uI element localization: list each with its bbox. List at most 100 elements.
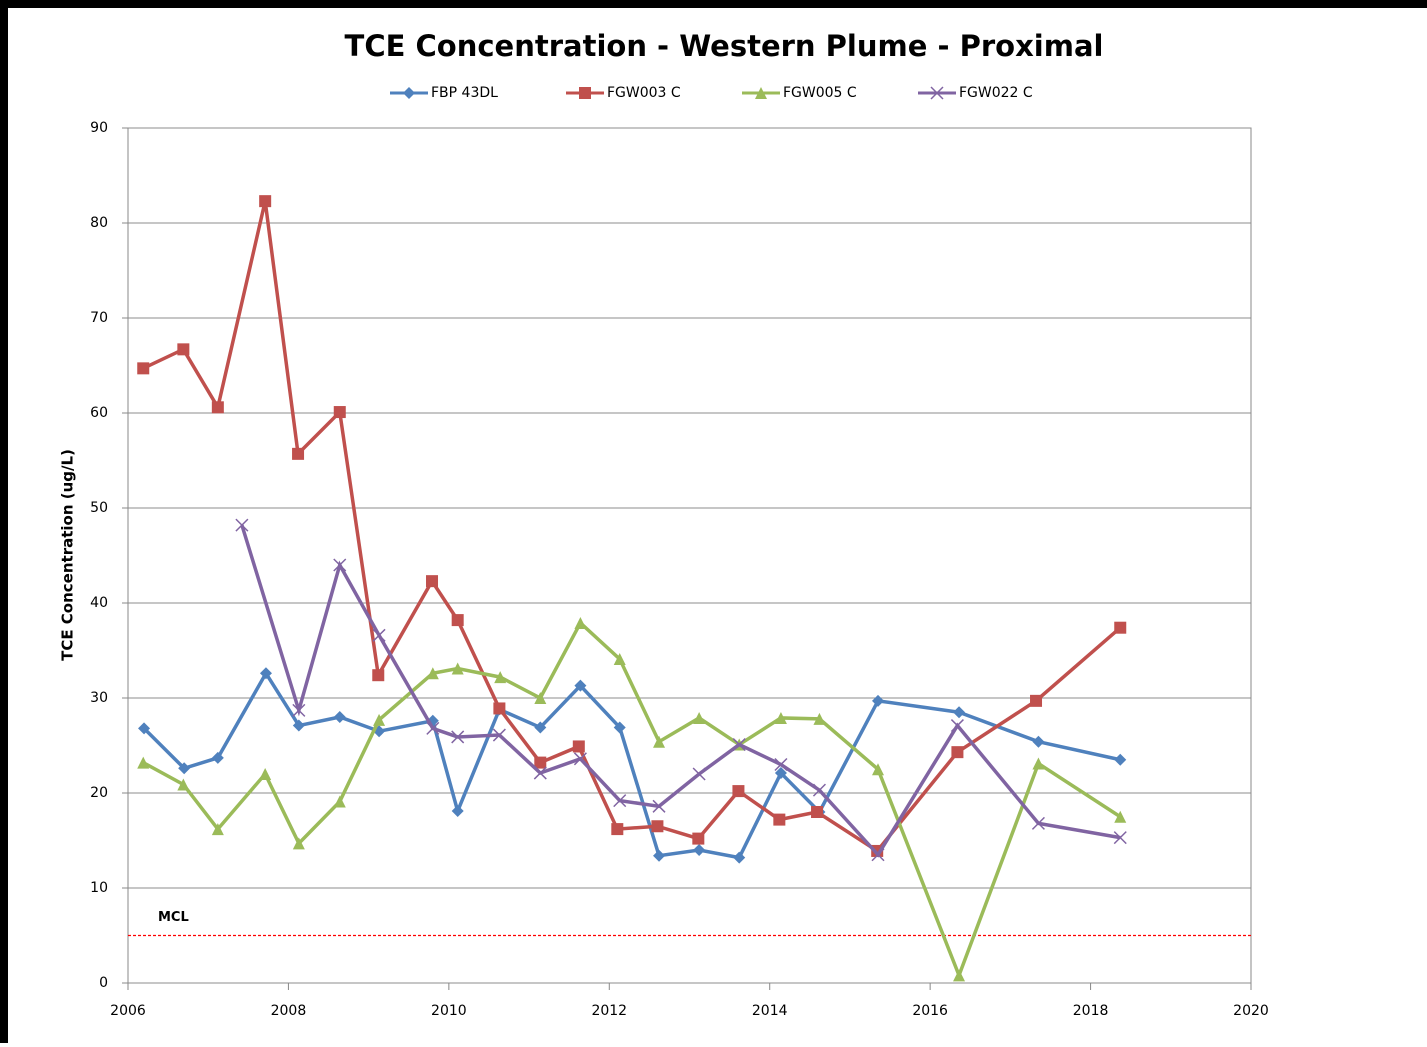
marker [871,848,885,862]
marker [211,401,224,414]
marker [403,87,415,99]
x-tick-label: 2006 [110,1003,146,1019]
marker [138,722,151,735]
marker [533,766,547,780]
marker [1030,694,1043,707]
reference-label: MCL [158,910,189,925]
y-tick-label: 0 [99,975,108,991]
marker [534,721,547,734]
marker [137,362,150,375]
legend-label: FGW022 C [959,85,1033,101]
marker [930,86,944,100]
marker [693,844,706,856]
legend-label: FGW003 C [607,85,681,101]
marker [1113,831,1127,845]
marker [259,195,272,208]
marker [692,767,706,781]
y-tick-label: 90 [90,120,108,136]
marker [653,735,666,748]
marker [613,653,626,666]
marker [1114,810,1127,823]
x-tick-label: 2016 [912,1003,948,1019]
plot-area [127,127,1252,984]
marker [211,751,224,764]
x-tick-label: 2014 [752,1003,788,1019]
marker [292,703,306,717]
marker [773,813,786,826]
marker [692,832,705,845]
x-tick-label: 2008 [271,1003,307,1019]
marker [372,628,386,642]
series-line [142,200,1122,854]
marker [1114,753,1127,766]
series-line [142,620,1122,981]
marker [373,713,386,726]
marker [534,692,547,704]
marker [1032,757,1045,770]
y-tick-label: 50 [90,500,108,516]
marker [493,702,506,715]
marker [572,740,585,753]
marker [292,719,305,732]
y-tick-label: 80 [90,215,108,231]
series-line [240,524,1121,858]
marker [813,712,826,725]
marker [574,616,587,629]
marker [178,762,191,775]
marker [177,778,190,791]
marker [451,662,464,675]
marker [1031,816,1045,830]
marker [732,785,745,798]
marker [534,756,547,769]
marker [292,447,305,460]
marker [211,823,224,836]
x-tick-label: 2018 [1073,1003,1109,1019]
x-tick-label: 2012 [591,1003,627,1019]
marker [451,614,464,627]
marker [292,837,305,850]
marker [953,969,966,982]
marker [872,763,885,776]
marker [774,757,788,772]
marker [774,711,787,724]
marker [235,518,249,532]
marker [573,752,587,766]
marker [774,767,787,780]
y-tick-label: 60 [90,405,108,421]
y-tick-label: 10 [90,880,108,896]
marker [693,711,706,724]
marker [494,671,507,684]
marker [372,669,385,682]
marker [812,783,826,797]
marker [259,667,272,680]
marker [811,806,824,818]
legend-label: FBP 43DL [431,85,498,101]
marker [950,719,964,733]
marker [953,706,966,719]
marker [333,711,346,723]
marker [613,794,627,808]
marker [574,679,587,692]
chart-title: TCE Concentration - Western Plume - Prox… [345,29,1104,63]
y-axis-label: TCE Concentration (ug/L) [59,449,77,661]
marker [451,805,464,818]
marker [426,721,440,735]
marker [137,756,150,769]
marker [652,799,666,813]
marker [492,728,506,742]
y-tick-label: 70 [90,310,108,326]
marker [1032,735,1045,748]
marker [579,87,591,99]
legend-label: FGW005 C [783,85,857,101]
x-tick-label: 2020 [1233,1003,1269,1019]
marker [177,343,190,356]
marker [451,730,465,744]
marker [872,694,885,707]
y-tick-label: 40 [90,595,108,611]
marker [426,667,439,680]
marker [611,823,624,836]
marker [733,851,746,864]
marker [1114,621,1127,634]
marker [333,795,346,808]
